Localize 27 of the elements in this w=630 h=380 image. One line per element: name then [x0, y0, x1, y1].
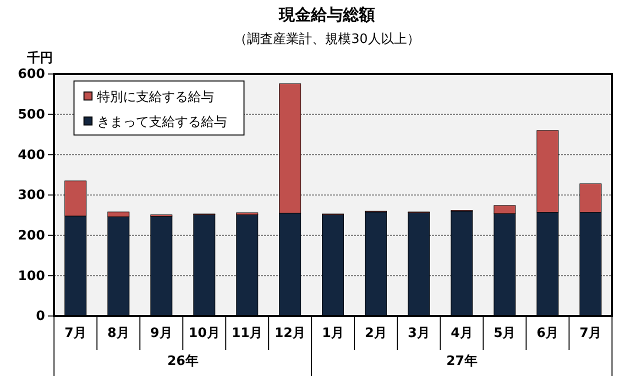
x-tick-label: 12月	[274, 326, 306, 341]
chart-title: 現金給与総額	[278, 5, 375, 24]
x-tick-label: 4月	[450, 326, 473, 341]
y-tick-label: 600	[18, 67, 45, 82]
chart-subtitle: （調査産業計、規模30人以上）	[234, 31, 420, 47]
x-tick-label: 5月	[494, 326, 516, 341]
x-tick-label: 3月	[408, 326, 430, 341]
x-tick-label: 10月	[188, 326, 220, 341]
x-tick-label: 6月	[536, 326, 559, 341]
y-tick-label: 0	[36, 309, 45, 324]
x-tick-label: 8月	[107, 326, 130, 341]
x-tick-label: 7月	[580, 326, 602, 341]
x-tick-label: 9月	[150, 326, 172, 341]
text: 27年	[446, 354, 478, 369]
x-tick-label: 7月	[64, 326, 86, 341]
x-tick-label: 11月	[232, 326, 263, 341]
text: 26年	[167, 354, 198, 369]
y-tick-label: 500	[18, 107, 45, 122]
x-tick-label: 2月	[364, 326, 387, 341]
y-tick-label: 100	[18, 268, 45, 284]
legend-label: きまって支給する給与	[97, 115, 227, 130]
x-tick-label: 1月	[322, 326, 344, 341]
y-tick-label: 300	[18, 188, 45, 204]
y-axis-title: 千円	[26, 50, 53, 66]
y-tick-label: 400	[18, 148, 45, 163]
legend-label: 特別に支給する給与	[97, 90, 214, 105]
y-tick-label: 200	[18, 228, 45, 244]
